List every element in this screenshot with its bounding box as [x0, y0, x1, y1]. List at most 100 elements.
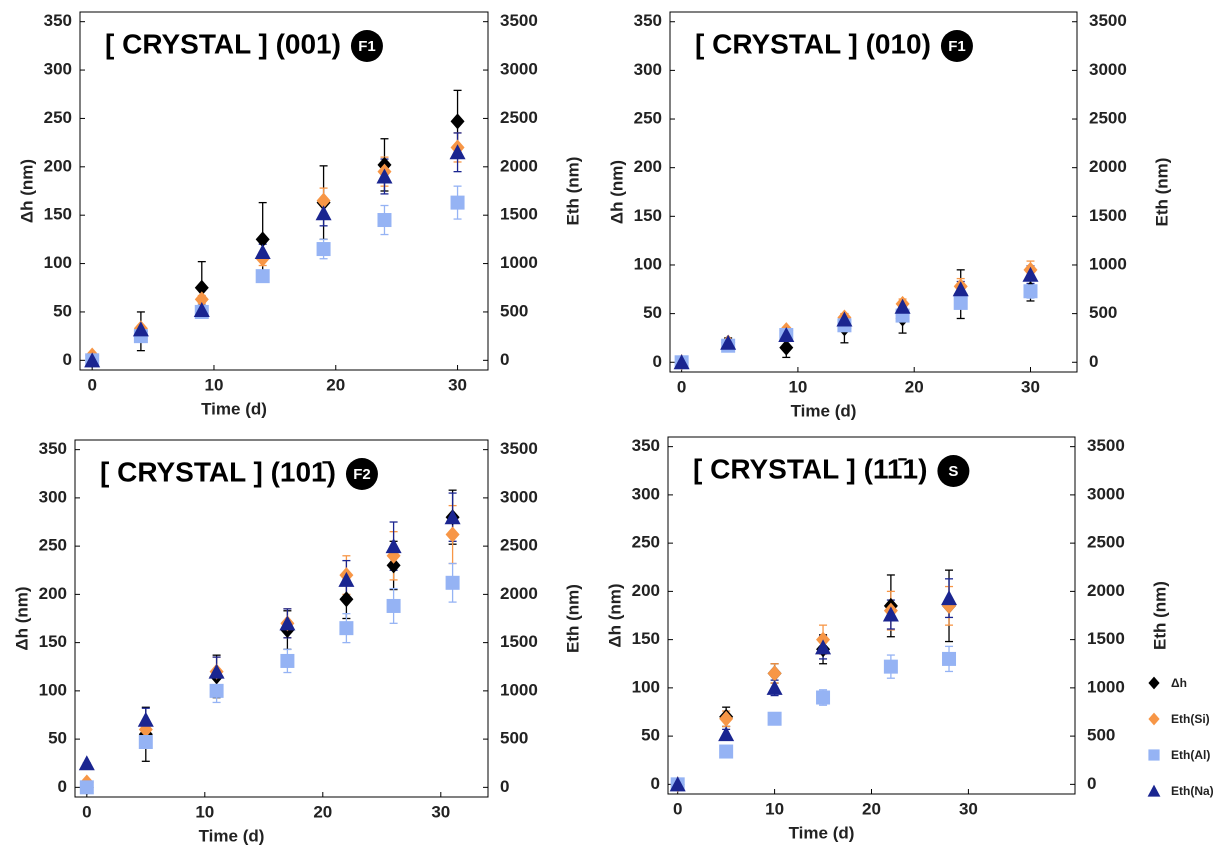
y-tick-label: 200: [632, 581, 660, 600]
data-point: [445, 526, 460, 543]
data-point: [445, 575, 460, 590]
plot-frame: [669, 11, 1078, 373]
panel-title: [ CRYSTAL ] (11̄1): [693, 453, 927, 484]
data-point: [882, 606, 899, 622]
y2-tick-label: 3500: [1089, 11, 1127, 30]
y-tick-label: 300: [632, 484, 660, 503]
data-point: [84, 352, 101, 368]
data-point: [942, 651, 957, 666]
data-point: [1023, 284, 1038, 299]
data-point: [315, 205, 332, 221]
y-tick-label: 100: [634, 254, 662, 273]
y-tick-label: 250: [632, 533, 660, 552]
data-point: [719, 710, 734, 727]
y-tick-label: 50: [48, 729, 67, 748]
x-tick-label: 0: [677, 377, 686, 396]
x-tick-label: 30: [448, 375, 467, 394]
y-tick-label: 350: [632, 436, 660, 455]
y-tick-label: 50: [53, 301, 72, 320]
data-point: [194, 279, 209, 296]
y-tick-label: 50: [641, 726, 660, 745]
y2-tick-label: 3000: [500, 60, 538, 79]
panel-title: [ CRYSTAL ] (010): [695, 28, 931, 59]
y2-tick-label: 500: [1087, 726, 1115, 745]
y-tick-label: 150: [44, 205, 72, 224]
y-tick-label: 50: [643, 303, 662, 322]
data-point: [316, 192, 331, 209]
data-point: [719, 744, 734, 759]
badge-circle: [350, 30, 383, 62]
data-point: [941, 590, 958, 606]
x-tick-label: 0: [82, 802, 91, 821]
x-axis-label: Time (d): [789, 823, 855, 842]
data-point: [816, 690, 831, 705]
data-point: [815, 639, 832, 655]
x-tick-label: 0: [87, 375, 96, 394]
legend-marker: [1148, 749, 1160, 761]
x-tick-label: 30: [1021, 377, 1040, 396]
data-point: [718, 726, 735, 742]
y2-tick-label: 500: [500, 729, 528, 748]
y-axis-label: Δh (nm): [605, 583, 624, 647]
y2-tick-label: 500: [500, 301, 528, 320]
data-point: [385, 538, 402, 554]
y2-tick-label: 3500: [1087, 436, 1125, 455]
data-point: [720, 334, 737, 350]
data-point: [673, 354, 690, 370]
data-point: [386, 557, 401, 574]
y2-tick-label: 0: [1087, 774, 1096, 793]
y-tick-label: 150: [39, 632, 67, 651]
y-tick-label: 100: [39, 680, 67, 699]
legend-marker: [1148, 676, 1160, 690]
data-point: [766, 679, 783, 695]
badge: F1: [358, 38, 376, 55]
data-point: [953, 295, 968, 310]
y-tick-label: 250: [634, 109, 662, 128]
y-tick-label: 300: [634, 60, 662, 79]
y-tick-label: 250: [44, 108, 72, 127]
data-point: [779, 339, 794, 356]
legend-label: Eth(Si): [1171, 712, 1210, 726]
x-axis-label: Time (d): [791, 401, 857, 420]
y2-tick-label: 1000: [1089, 254, 1127, 273]
y-tick-label: 0: [63, 350, 72, 369]
y2-tick-label: 2000: [500, 584, 538, 603]
x-tick-label: 0: [673, 799, 682, 818]
y2-tick-label: 2500: [1089, 109, 1127, 128]
x-tick-label: 30: [959, 799, 978, 818]
legend-marker: [1147, 784, 1161, 797]
data-point: [450, 113, 465, 130]
data-point: [255, 269, 270, 284]
badge-circle: [345, 458, 378, 490]
y-tick-label: 0: [58, 777, 67, 796]
data-point: [193, 302, 210, 318]
data-point: [669, 776, 686, 792]
legend-label: Δh: [1171, 676, 1187, 690]
y-tick-label: 300: [44, 60, 72, 79]
y2-tick-label: 3500: [500, 439, 538, 458]
y2-tick-label: 2000: [1087, 581, 1125, 600]
data-point: [444, 509, 461, 525]
legend-label: Eth(Na): [1171, 784, 1214, 798]
legend-marker: [1148, 712, 1160, 726]
data-point: [339, 621, 354, 636]
x-tick-label: 20: [862, 799, 881, 818]
y2-axis-label: Eth (nm): [1152, 158, 1171, 227]
y2-tick-label: 1000: [500, 680, 538, 699]
legend-label: Eth(Al): [1171, 748, 1210, 762]
data-point: [767, 665, 782, 682]
y-tick-label: 150: [634, 206, 662, 225]
data-point: [836, 311, 853, 327]
badge: S: [948, 463, 958, 480]
y-tick-label: 350: [634, 11, 662, 30]
data-point: [79, 780, 94, 795]
data-point: [449, 144, 466, 160]
y2-tick-label: 1500: [1089, 206, 1127, 225]
y2-tick-label: 0: [1089, 352, 1098, 371]
panel-title: [ CRYSTAL ] (001): [105, 28, 341, 59]
y-tick-label: 350: [44, 11, 72, 30]
data-point: [316, 242, 331, 257]
x-tick-label: 10: [788, 377, 807, 396]
data-point: [450, 195, 465, 210]
